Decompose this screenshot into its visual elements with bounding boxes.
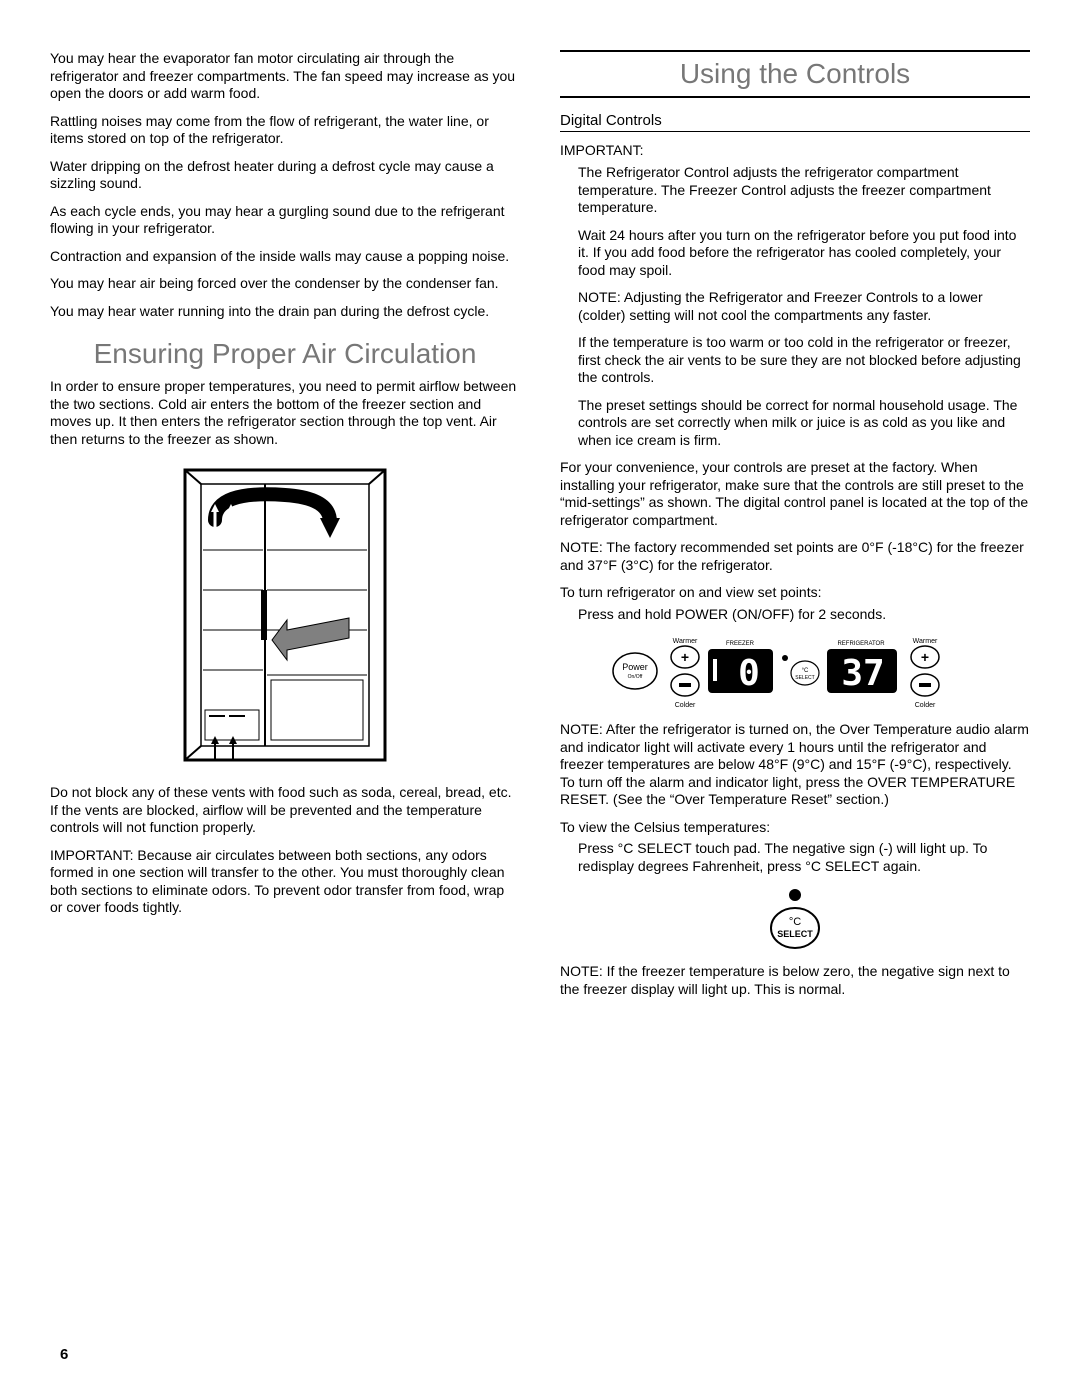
power-label: Power bbox=[622, 662, 648, 672]
cselect-l1: °C bbox=[802, 668, 809, 674]
bullet-item: Water dripping on the defrost heater dur… bbox=[50, 158, 520, 193]
controls-note3: NOTE: If the freezer temperature is belo… bbox=[560, 963, 1030, 998]
bullet-item: As each cycle ends, you may hear a gurgl… bbox=[50, 203, 520, 238]
cbtn-l1: °C bbox=[789, 916, 801, 928]
bullet-item: Rattling noises may come from the flow o… bbox=[50, 113, 520, 148]
important-item: Wait 24 hours after you turn on the refr… bbox=[578, 227, 1030, 280]
air-circ-important: IMPORTANT: Because air circulates betwee… bbox=[50, 847, 520, 917]
important-item: The Refrigerator Control adjusts the ref… bbox=[578, 164, 1030, 217]
cbtn-l2: SELECT bbox=[777, 929, 813, 939]
refrigerator-value: 37 bbox=[841, 653, 884, 694]
air-circ-intro: In order to ensure proper temperatures, … bbox=[50, 378, 520, 448]
bullet-item: You may hear the evaporator fan motor ci… bbox=[50, 50, 520, 103]
step-celsius-body: Press °C SELECT touch pad. The negative … bbox=[578, 840, 1030, 875]
page-layout: You may hear the evaporator fan motor ci… bbox=[50, 50, 1030, 1008]
svg-text:+: + bbox=[681, 649, 689, 665]
cselect-button-diagram: °C SELECT bbox=[560, 883, 1030, 953]
step-turn-on-body: Press and hold POWER (ON/OFF) for 2 seco… bbox=[578, 606, 1030, 624]
right-column: Using the Controls Digital Controls IMPO… bbox=[560, 50, 1030, 1008]
important-list: The Refrigerator Control adjusts the ref… bbox=[560, 164, 1030, 449]
warmer-label: Warmer bbox=[673, 638, 698, 645]
refrigerator-airflow-diagram bbox=[50, 460, 520, 770]
warmer-label-2: Warmer bbox=[913, 638, 938, 645]
svg-text:+: + bbox=[921, 649, 929, 665]
bullet-item: You may hear water running into the drai… bbox=[50, 303, 520, 321]
important-item: The preset settings should be correct fo… bbox=[578, 397, 1030, 450]
sound-notes: You may hear the evaporator fan motor ci… bbox=[50, 50, 520, 320]
control-panel-diagram: Power On/Off Warmer + Colder FREEZER 0 °… bbox=[560, 631, 1030, 711]
air-circ-p2: Do not block any of these vents with foo… bbox=[50, 784, 520, 837]
cselect-l2: SELECT bbox=[795, 675, 814, 681]
controls-note2: NOTE: After the refrigerator is turned o… bbox=[560, 721, 1030, 809]
left-column: You may hear the evaporator fan motor ci… bbox=[50, 50, 520, 1008]
step-celsius-head: To view the Celsius temperatures: bbox=[560, 819, 1030, 837]
step-turn-on-head: To turn refrigerator on and view set poi… bbox=[560, 584, 1030, 602]
bullet-item: Contraction and expansion of the inside … bbox=[50, 248, 520, 266]
freezer-label: FREEZER bbox=[726, 641, 755, 647]
page-number: 6 bbox=[60, 1346, 68, 1363]
bullet-item: You may hear air being forced over the c… bbox=[50, 275, 520, 293]
air-circulation-heading: Ensuring Proper Air Circulation bbox=[50, 338, 520, 370]
controls-p1: For your convenience, your controls are … bbox=[560, 459, 1030, 529]
important-label: IMPORTANT: bbox=[560, 142, 1030, 158]
controls-note1: NOTE: The factory recommended set points… bbox=[560, 539, 1030, 574]
important-item: NOTE: Adjusting the Refrigerator and Fre… bbox=[578, 289, 1030, 324]
refrigerator-label: REFRIGERATOR bbox=[837, 641, 885, 647]
freezer-value: 0 bbox=[738, 653, 760, 694]
important-item: If the temperature is too warm or too co… bbox=[578, 334, 1030, 387]
power-sub: On/Off bbox=[628, 674, 643, 680]
using-controls-heading: Using the Controls bbox=[560, 50, 1030, 98]
colder-label: Colder bbox=[675, 702, 696, 709]
digital-controls-subhead: Digital Controls bbox=[560, 112, 1030, 132]
colder-label-2: Colder bbox=[915, 702, 936, 709]
